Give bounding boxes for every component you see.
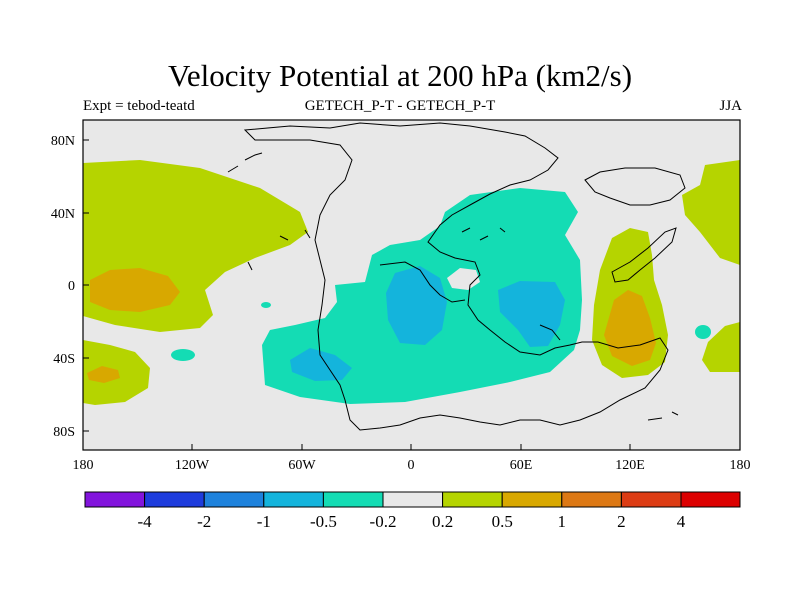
contour-pos-high-southwest xyxy=(87,366,120,383)
coast-laurasia-pangaea xyxy=(243,122,669,431)
colorbar-box-0 xyxy=(84,491,146,508)
colorbar-box-7 xyxy=(501,491,563,508)
colorbar-box-2 xyxy=(203,491,265,508)
colorbar-label-4: -0.2 xyxy=(370,512,397,531)
lat-label-80n: 80N xyxy=(51,134,75,149)
colorbar-box-6 xyxy=(442,491,503,508)
lat-axis: 80N 40N 0 40S 80S xyxy=(51,134,89,440)
coast-south-fragment xyxy=(647,411,679,421)
colorbar-label-3: -0.5 xyxy=(310,512,337,531)
lon-label-120w: 120W xyxy=(175,458,210,473)
lon-label-60w: 60W xyxy=(288,458,316,473)
colorbar-label-7: 1 xyxy=(558,512,567,531)
contour-blob-1 xyxy=(171,349,195,361)
contour-pos-northeast xyxy=(682,160,740,265)
colorbar-box-3 xyxy=(263,491,324,508)
coast-gulf-inlet xyxy=(379,261,466,303)
colorbar: -4 -2 -1 -0.5 -0.2 0.2 0.5 1 2 4 xyxy=(84,491,741,531)
colorbar-label-9: 4 xyxy=(677,512,686,531)
coastlines xyxy=(227,122,686,431)
colorbar-box-10 xyxy=(680,491,741,508)
coast-east-peninsula xyxy=(611,227,677,283)
lon-label-0: 0 xyxy=(408,458,415,473)
contour-neg-high-2 xyxy=(498,281,565,347)
lon-axis: 180 120W 60W 0 60E 120E 180 xyxy=(73,444,751,473)
plot-title: Velocity Potential at 200 hPa (km2/s) xyxy=(167,58,633,93)
lat-label-40s: 40S xyxy=(53,352,75,367)
colorbar-box-9 xyxy=(620,491,682,508)
colorbar-label-2: -1 xyxy=(257,512,271,531)
colorbar-box-5 xyxy=(382,491,444,508)
contour-pos-high-west xyxy=(90,268,180,312)
lat-label-80s: 80S xyxy=(53,425,75,440)
colorbar-label-8: 2 xyxy=(617,512,626,531)
colorbar-label-0: -4 xyxy=(138,512,153,531)
contour-hole xyxy=(447,268,480,290)
model-label: GETECH_P-T - GETECH_P-T xyxy=(304,98,496,114)
experiment-label: Expt = tebod-teatd xyxy=(83,98,195,114)
lon-label-120e: 120E xyxy=(615,458,645,473)
contour-pos-high-east xyxy=(604,290,656,366)
coast-island-chain xyxy=(227,152,311,271)
coast-asia-block xyxy=(584,167,686,206)
contour-blob-3 xyxy=(695,325,711,339)
lat-label-40n: 40N xyxy=(51,207,75,222)
contour-neg-high-1 xyxy=(386,266,447,345)
lon-label-180w: 180 xyxy=(73,458,94,473)
contour-pos-southeast xyxy=(702,322,740,372)
lat-label-0: 0 xyxy=(68,279,75,294)
contour-neg-high-3 xyxy=(290,348,352,381)
lon-label-180e: 180 xyxy=(730,458,751,473)
colorbar-label-5: 0.2 xyxy=(432,512,453,531)
season-label: JJA xyxy=(719,98,742,114)
colorbar-box-4 xyxy=(322,491,384,508)
colorbar-box-1 xyxy=(144,491,205,508)
colorbar-box-8 xyxy=(561,491,622,508)
coast-micro-blocks xyxy=(461,227,561,341)
contour-blob-2 xyxy=(261,302,271,308)
lon-label-60e: 60E xyxy=(510,458,533,473)
colorbar-label-6: 0.5 xyxy=(492,512,513,531)
colorbar-label-1: -2 xyxy=(197,512,211,531)
